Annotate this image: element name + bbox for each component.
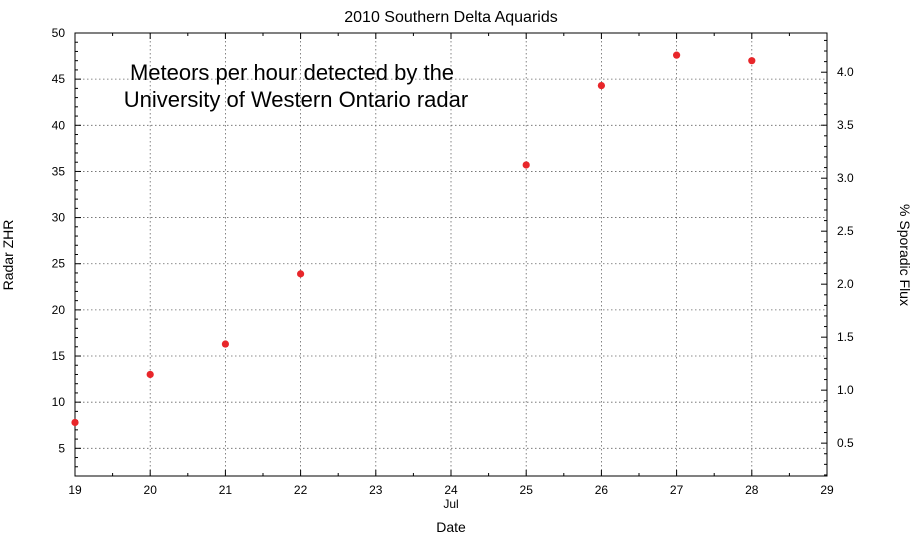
x-axis-label: Date [436,519,466,535]
grid [75,33,827,476]
y2-tick-label: 2.0 [837,277,854,291]
data-point [597,82,606,90]
x-tick-label: 20 [144,483,158,497]
x-tick-label: 24 [444,483,458,497]
x-tick-label: 26 [595,483,609,497]
x-tick-label: 29 [820,483,834,497]
data-points [71,51,756,427]
y2-tick-label: 1.5 [837,330,854,344]
x-sublabel: Jul [443,497,458,511]
y2-tick-label: 1.0 [837,383,854,397]
y-axis-label: Radar ZHR [0,220,16,291]
y2-tick-label: 2.5 [837,224,854,238]
chart-title: 2010 Southern Delta Aquarids [344,9,557,26]
x-tick-label: 22 [294,483,308,497]
data-point [146,370,154,379]
x-tick-label: 25 [520,483,534,497]
y-tick-label: 25 [52,257,66,271]
x-tick-label: 28 [745,483,759,497]
annotation-line-1: Meteors per hour detected by the [130,60,454,85]
y2-tick-label: 4.0 [837,65,854,79]
data-point [297,270,305,278]
x-tick-label: 19 [68,483,82,497]
y2-tick-label: 3.5 [837,118,854,132]
data-point [673,51,681,59]
y-tick-labels: 5 10 15 20 25 30 35 40 45 50 [52,26,66,455]
ticks [74,32,828,476]
y-tick-label: 45 [52,72,66,86]
x-tick-label: 23 [369,483,383,497]
y2-tick-label: 0.5 [837,436,854,450]
x-tick-label: 27 [670,483,684,497]
y-tick-label: 5 [58,441,65,455]
y2-tick-label: 3.0 [837,171,854,185]
y-tick-label: 40 [52,118,66,132]
data-point [748,57,756,65]
data-point [71,418,79,427]
y-tick-label: 15 [52,349,66,363]
y-tick-label: 35 [52,164,66,178]
y-tick-label: 30 [52,211,66,225]
y2-tick-labels: 0.5 1.0 1.5 2.0 2.5 3.0 3.5 4.0 [837,65,854,450]
y-tick-label: 10 [52,395,66,409]
x-tick-label: 21 [219,483,233,497]
data-point [221,340,229,348]
x-tick-labels: 19 20 21 22 23 24 25 26 27 28 29 [68,483,834,497]
y2-axis-label: % Sporadic Flux [897,204,913,306]
annotation-line-2: University of Western Ontario radar [124,87,468,112]
data-point [522,161,530,169]
y-tick-label: 50 [52,26,66,40]
y-tick-label: 20 [52,303,66,317]
